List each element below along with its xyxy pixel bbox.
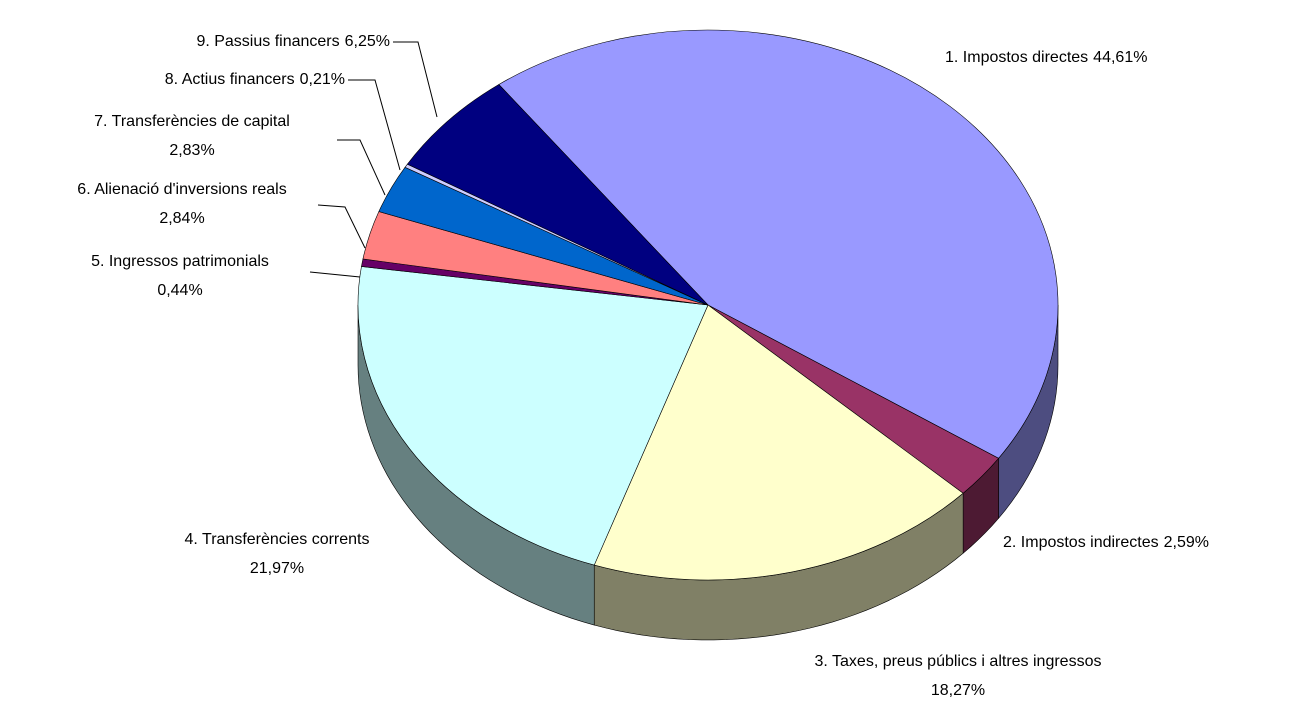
slice-value-label: 18,27% bbox=[931, 682, 985, 699]
slice-label-group: 2. Impostos indirectes 2,59% bbox=[1003, 534, 1209, 551]
leader-line bbox=[317, 204, 366, 249]
slice-label: 6. Alienació d'inversions reals bbox=[77, 181, 286, 198]
slice-label: 1. Impostos directes bbox=[945, 49, 1088, 66]
slice-value-label: 0,21% bbox=[300, 71, 345, 88]
slice-label-group: 8. Actius financers 0,21% bbox=[165, 71, 345, 88]
slice-value-label: 44,61% bbox=[1093, 49, 1147, 66]
slice-value-label: 2,83% bbox=[169, 142, 214, 159]
slice-value-label: 2,59% bbox=[1164, 534, 1209, 551]
slice-label-group: 9. Passius financers 6,25% bbox=[196, 33, 390, 50]
slice bbox=[593, 304, 964, 581]
slice bbox=[498, 29, 1059, 459]
slice-value-label: 0,44% bbox=[157, 282, 202, 299]
slice-label: 2. Impostos indirectes bbox=[1003, 534, 1159, 551]
slice-label: 7. Transferències de capital bbox=[94, 113, 290, 130]
leader-line bbox=[337, 139, 386, 196]
slice-label: 4. Transferències corrents bbox=[185, 531, 370, 548]
leader-line bbox=[348, 79, 401, 171]
slice bbox=[406, 84, 709, 306]
leader-line bbox=[393, 41, 438, 118]
slice-label: 9. Passius financers bbox=[196, 33, 339, 50]
slice-value-label: 21,97% bbox=[250, 560, 304, 577]
slice-value-label: 2,84% bbox=[159, 210, 204, 227]
slice-label-group: 1. Impostos directes 44,61% bbox=[945, 49, 1147, 66]
labels: 1. Impostos directes 44,61% 2. Impostos in… bbox=[77, 33, 1209, 699]
pie-tops bbox=[357, 29, 1059, 581]
leader-line bbox=[309, 271, 361, 278]
slice-label: 3. Taxes, preus públics i altres ingress… bbox=[815, 653, 1102, 670]
slice bbox=[357, 266, 709, 566]
slice-value-label: 6,25% bbox=[345, 33, 390, 50]
slice-label: 8. Actius financers bbox=[165, 71, 295, 88]
slice-label: 5. Ingressos patrimonials bbox=[91, 253, 269, 270]
